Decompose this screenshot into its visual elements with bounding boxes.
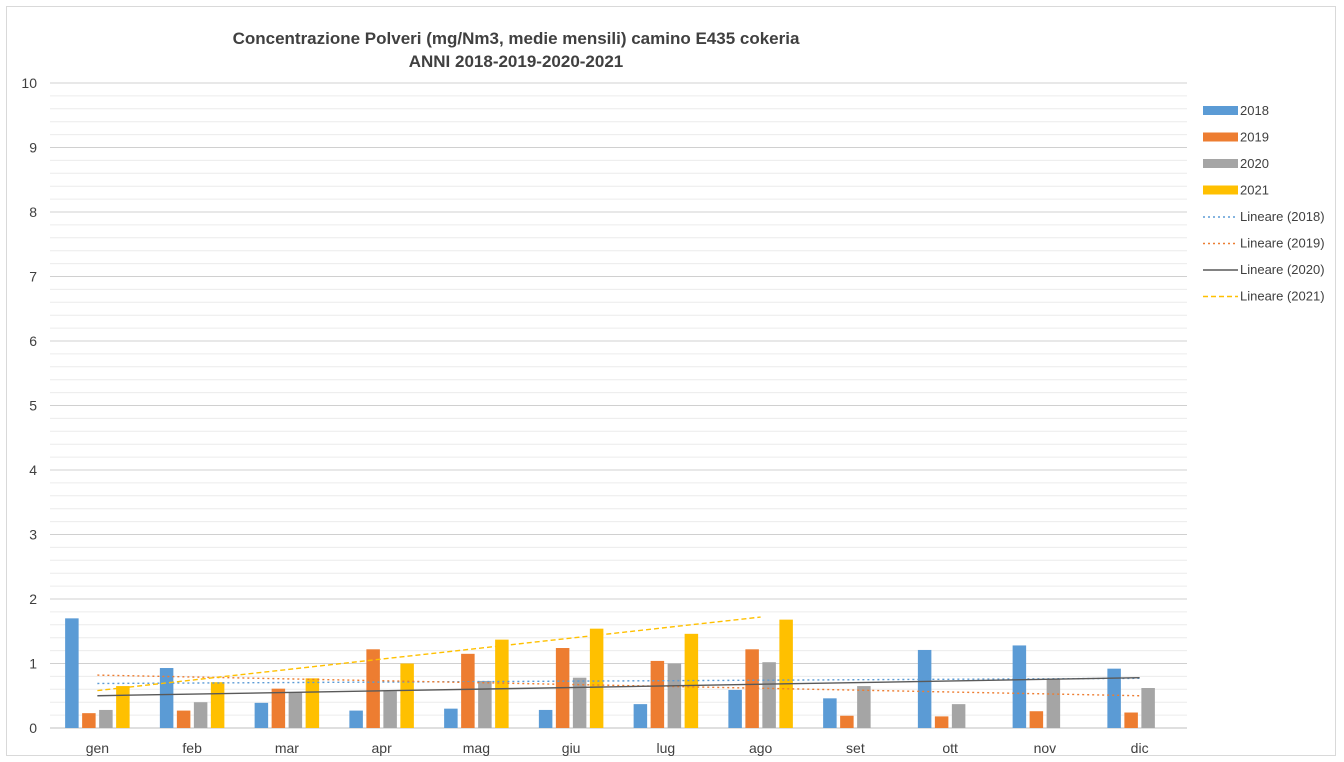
x-tick-label: ago <box>749 740 773 756</box>
bar-2020-gen <box>99 709 113 728</box>
legend-label-trend-2018: Lineare (2018) <box>1240 209 1325 224</box>
x-tick-label: mar <box>275 740 299 756</box>
gridlines <box>50 82 1187 729</box>
y-tick-label: 9 <box>29 140 37 156</box>
chart-svg: Concentrazione Polveri (mg/Nm3, medie me… <box>21 29 1325 756</box>
legend-label-trend-2021: Lineare (2021) <box>1240 289 1325 304</box>
x-tick-label: mag <box>463 740 490 756</box>
y-tick-label: 2 <box>29 591 37 607</box>
y-tick-label: 8 <box>29 204 37 220</box>
legend-label-2018: 2018 <box>1240 103 1269 118</box>
trendline-2020 <box>97 676 1140 697</box>
bar-2019-nov <box>1029 711 1044 728</box>
bar-2021-lug <box>684 633 699 728</box>
bar-2020-dic <box>1141 688 1155 728</box>
y-tick-label: 5 <box>29 398 37 414</box>
x-tick-label: giu <box>562 740 581 756</box>
bar-2020-mag <box>478 680 492 728</box>
y-tick-label: 7 <box>29 269 37 285</box>
chart-frame: Concentrazione Polveri (mg/Nm3, medie me… <box>6 6 1336 756</box>
x-tick-label: dic <box>1131 740 1149 756</box>
bar-2018-giu <box>538 709 553 728</box>
bar-2018-mar <box>254 702 269 728</box>
x-tick-label: set <box>846 740 865 756</box>
bar-2018-feb <box>159 668 174 728</box>
bar-2018-mag <box>444 708 458 728</box>
bar-2021-mar <box>305 678 320 728</box>
legend-swatch-2020 <box>1203 159 1238 168</box>
legend-label-2020: 2020 <box>1240 156 1269 171</box>
legend-label-trend-2020: Lineare (2020) <box>1240 262 1325 277</box>
x-tick-label: apr <box>372 740 393 756</box>
bar-2018-ott <box>917 649 932 728</box>
bar-2019-gen <box>82 713 96 728</box>
bar-2019-feb <box>176 710 191 728</box>
bar-2020-feb <box>193 702 208 728</box>
bars <box>65 618 1155 728</box>
y-tick-label: 6 <box>29 333 37 349</box>
chart-title: Concentrazione Polveri (mg/Nm3, medie me… <box>233 29 800 48</box>
x-tick-label: feb <box>182 740 202 756</box>
bar-2018-lug <box>633 704 648 728</box>
bar-2021-mag <box>495 639 509 728</box>
bar-2021-apr <box>400 663 414 728</box>
bar-2020-lug <box>667 663 682 728</box>
y-tick-label: 4 <box>29 462 37 478</box>
bar-2021-gen <box>116 686 130 728</box>
bar-2018-gen <box>65 618 79 728</box>
trendlines <box>97 616 1140 697</box>
bar-2019-set <box>840 715 854 728</box>
bar-2020-giu <box>572 677 587 728</box>
bar-2019-apr <box>366 649 380 728</box>
bar-2018-apr <box>349 710 363 728</box>
bar-2021-giu <box>589 628 604 728</box>
x-tick-label: ott <box>942 740 958 756</box>
x-tick-label: lug <box>657 740 676 756</box>
legend-swatch-2019 <box>1203 132 1238 142</box>
trendline-2019 <box>97 674 1140 697</box>
bar-2019-ago <box>745 649 759 728</box>
bar-2018-set <box>823 698 837 728</box>
y-tick-label: 1 <box>29 656 37 672</box>
trendline-2021 <box>97 616 761 692</box>
bar-2019-dic <box>1124 712 1138 728</box>
bar-2019-ott <box>934 716 949 728</box>
legend-swatch-2021 <box>1203 185 1238 195</box>
x-axis: gen feb mar apr mag giu lug ago set ott nov dic <box>86 740 1149 756</box>
bar-2019-mar <box>271 688 286 728</box>
bar-2020-ago <box>762 662 776 728</box>
trendline-2018 <box>97 677 1140 685</box>
bar-2020-ott <box>951 704 966 728</box>
bar-2021-ago <box>779 619 793 728</box>
bar-2021-feb <box>210 682 225 728</box>
bar-2018-nov <box>1012 645 1027 728</box>
y-tick-label: 10 <box>21 75 37 91</box>
bar-2019-mag <box>461 653 475 728</box>
y-tick-label: 0 <box>29 720 37 736</box>
x-tick-label: nov <box>1034 740 1057 756</box>
bar-2020-nov <box>1046 678 1061 728</box>
bar-2018-ago <box>728 689 742 728</box>
bar-2020-mar <box>288 692 303 728</box>
y-tick-label: 3 <box>29 527 37 543</box>
legend-swatch-2018 <box>1203 106 1238 115</box>
legend: 2018 2019 2020 2021 Lineare (2018) Lineare (2… <box>1203 103 1325 304</box>
y-axis: 0 1 2 3 4 5 6 7 8 9 10 <box>21 75 37 736</box>
legend-label-2019: 2019 <box>1240 130 1269 145</box>
legend-label-trend-2019: Lineare (2019) <box>1240 236 1325 251</box>
bar-2018-dic <box>1107 668 1121 728</box>
bar-2020-set <box>857 686 871 728</box>
bar-2020-apr <box>383 691 397 728</box>
legend-label-2021: 2021 <box>1240 183 1269 198</box>
chart-subtitle: ANNI 2018-2019-2020-2021 <box>409 52 624 71</box>
bar-2019-lug <box>650 660 665 728</box>
x-tick-label: gen <box>86 740 109 756</box>
